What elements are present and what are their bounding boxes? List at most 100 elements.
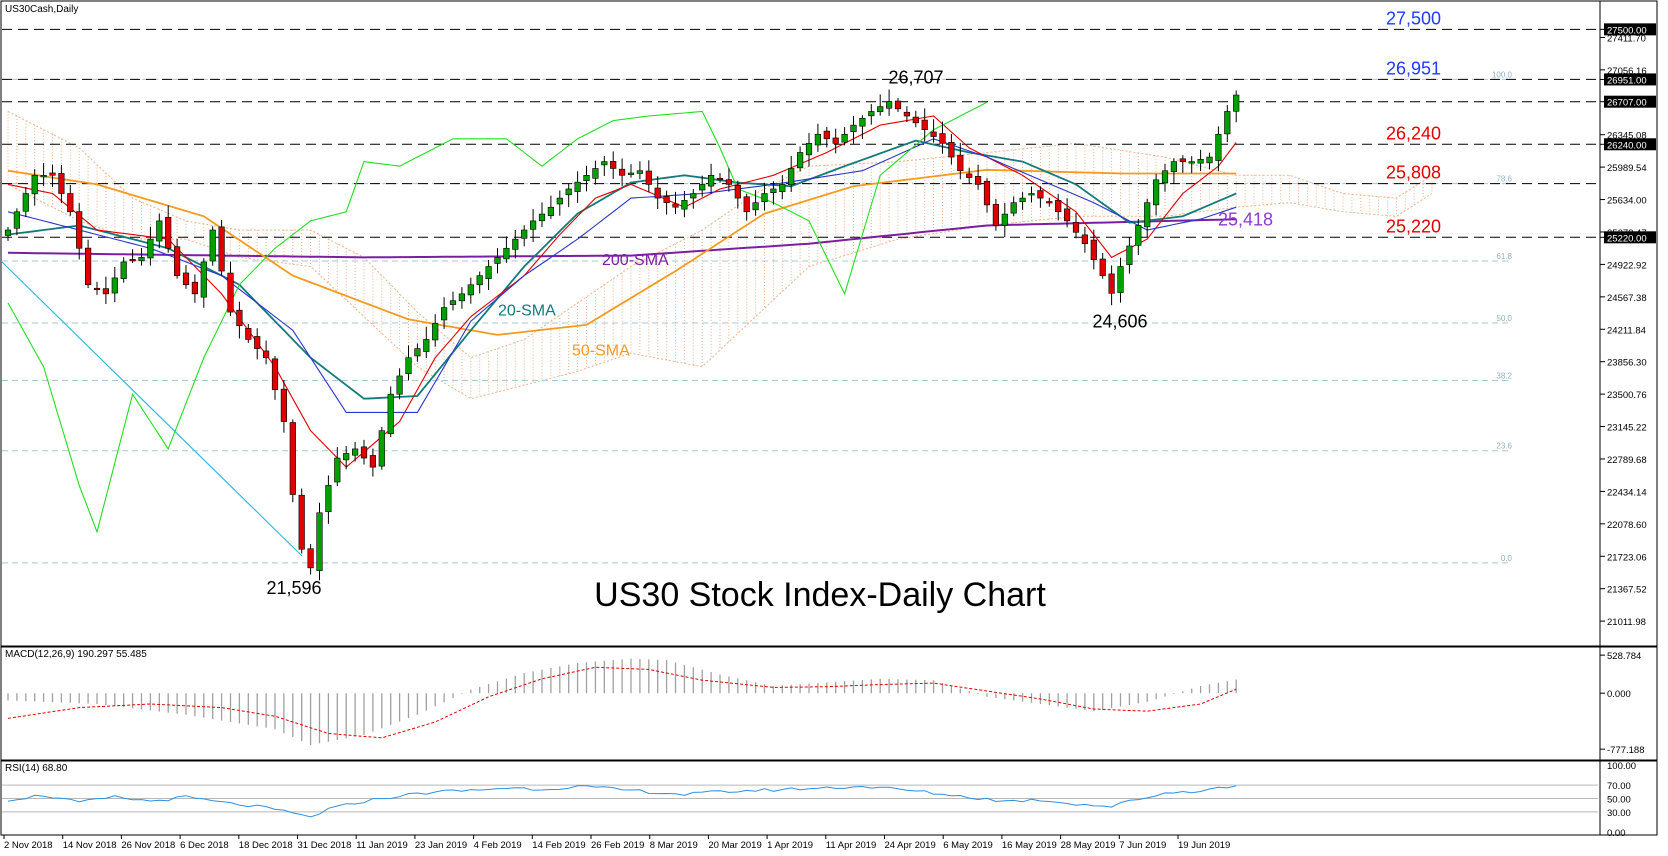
date-label: 7 Jun 2019: [1119, 840, 1166, 851]
price-tick-label: 26345.08: [1607, 131, 1647, 142]
candle-body: [360, 446, 368, 459]
candle-body: [601, 161, 608, 166]
candle-body: [707, 174, 715, 187]
candle-body: [814, 133, 821, 146]
date-label: 19 Jun 2019: [1178, 840, 1230, 851]
fib-label: 78.6: [1496, 175, 1512, 184]
candle-body: [645, 170, 652, 185]
annotation-label: 26,707: [888, 68, 943, 88]
candle-body: [458, 293, 466, 302]
price-tick-label: 23500.76: [1607, 390, 1647, 401]
rsi-tick-label: 100.00: [1607, 761, 1636, 772]
candle-body: [218, 226, 225, 272]
candle-body: [4, 229, 12, 236]
candle-body: [378, 430, 385, 467]
candle-body: [885, 101, 893, 109]
candle-body: [610, 161, 617, 169]
candle-body: [414, 348, 421, 357]
candle-body: [13, 211, 20, 229]
date-label: 23 Jan 2019: [415, 840, 467, 851]
candle-body: [174, 246, 181, 276]
candle-body: [1144, 202, 1151, 228]
candle-body: [850, 124, 857, 133]
candle-body: [654, 187, 661, 199]
rsi-line: [7, 785, 1237, 818]
price-tick-label: 24211.84: [1607, 325, 1646, 336]
candle-body: [93, 287, 101, 291]
macd-tick-label: -777.188: [1607, 745, 1645, 756]
candle-body: [930, 131, 937, 137]
price-tag: [1604, 23, 1656, 36]
rsi-pane: 100.00 70.00 50.00 30.00 0.00: [2, 761, 1636, 839]
chart-title: US30 Stock Index-Daily Chart: [594, 576, 1046, 614]
price-tick-label: 21723.06: [1607, 552, 1647, 563]
macd-tick-label: 528.784: [1607, 651, 1641, 662]
date-label: 8 Mar 2019: [650, 840, 698, 851]
price-tick-label: 24567.38: [1607, 293, 1647, 304]
candle-body: [138, 257, 145, 262]
candle-body: [1153, 179, 1160, 206]
candle-body: [343, 453, 350, 461]
candle-body: [805, 143, 813, 156]
candle-body: [1099, 258, 1106, 276]
candle-body: [1126, 245, 1133, 265]
candle-body: [1179, 158, 1186, 162]
fib-label: 0.0: [1501, 554, 1513, 563]
candle-body: [681, 200, 688, 210]
date-axis: 2 Nov 2018 14 Nov 2018 26 Nov 2018 6 Dec 20…: [3, 835, 1230, 851]
candle-body: [663, 196, 670, 203]
date-label: 28 May 2019: [1061, 840, 1116, 851]
candle-body: [725, 179, 732, 185]
macd-tick-label: 0.000: [1607, 689, 1631, 700]
level-label: 25,220: [1386, 216, 1441, 236]
macd-pane-frame: [0, 646, 1658, 761]
candle-body: [245, 327, 252, 340]
candle-body: [67, 193, 74, 213]
price-tick-label: 22078.60: [1607, 520, 1647, 531]
candle-body: [254, 336, 261, 349]
candle-body: [1206, 156, 1213, 164]
candle-body: [440, 307, 448, 321]
annotation-label: 50-SMA: [572, 342, 630, 359]
candle-body: [716, 178, 724, 181]
candle-body: [325, 485, 332, 513]
fib-label: 38.2: [1496, 372, 1512, 381]
candle-body: [1215, 133, 1222, 161]
level-label: 26,951: [1386, 58, 1441, 78]
date-label: 14 Feb 2019: [532, 840, 585, 851]
price-tick-label: 25220.00: [1607, 233, 1647, 244]
candle-body: [618, 168, 626, 176]
rsi-label: RSI(14) 68.80: [5, 763, 68, 774]
price-tick-label: 22789.68: [1607, 455, 1647, 466]
candle-body: [734, 184, 741, 199]
price-tick-label: 27411.70: [1607, 33, 1646, 44]
candle-body: [912, 116, 919, 124]
candle-body: [1037, 190, 1044, 199]
annotation-label: 24,606: [1092, 311, 1147, 331]
price-tag: [1604, 73, 1656, 86]
date-label: 31 Dec 2018: [298, 840, 352, 851]
annotation-label: 20-SMA: [498, 302, 556, 319]
candle-body: [868, 111, 875, 117]
price-tick-label: 25634.00: [1607, 196, 1647, 207]
candle-body: [672, 203, 679, 208]
candle-body: [583, 174, 590, 181]
rsi-tick-label: 70.00: [1607, 781, 1631, 792]
candle-body: [156, 220, 163, 242]
annotation-label: 200-SMA: [602, 252, 669, 269]
candle-body: [957, 154, 964, 172]
candle-body: [690, 193, 697, 199]
fib-label: 61.8: [1496, 252, 1512, 261]
candle-body: [529, 220, 537, 230]
date-label: 26 Nov 2018: [121, 840, 175, 851]
candle-body: [565, 188, 572, 196]
candle-body: [236, 309, 243, 327]
candle-body: [1197, 159, 1204, 164]
candle-body: [485, 266, 492, 280]
candle-body: [503, 247, 510, 260]
candle-body: [405, 357, 412, 374]
candle-body: [1010, 202, 1017, 214]
candle-body: [58, 173, 65, 194]
candle-body: [262, 350, 270, 359]
candle-body: [165, 217, 172, 249]
